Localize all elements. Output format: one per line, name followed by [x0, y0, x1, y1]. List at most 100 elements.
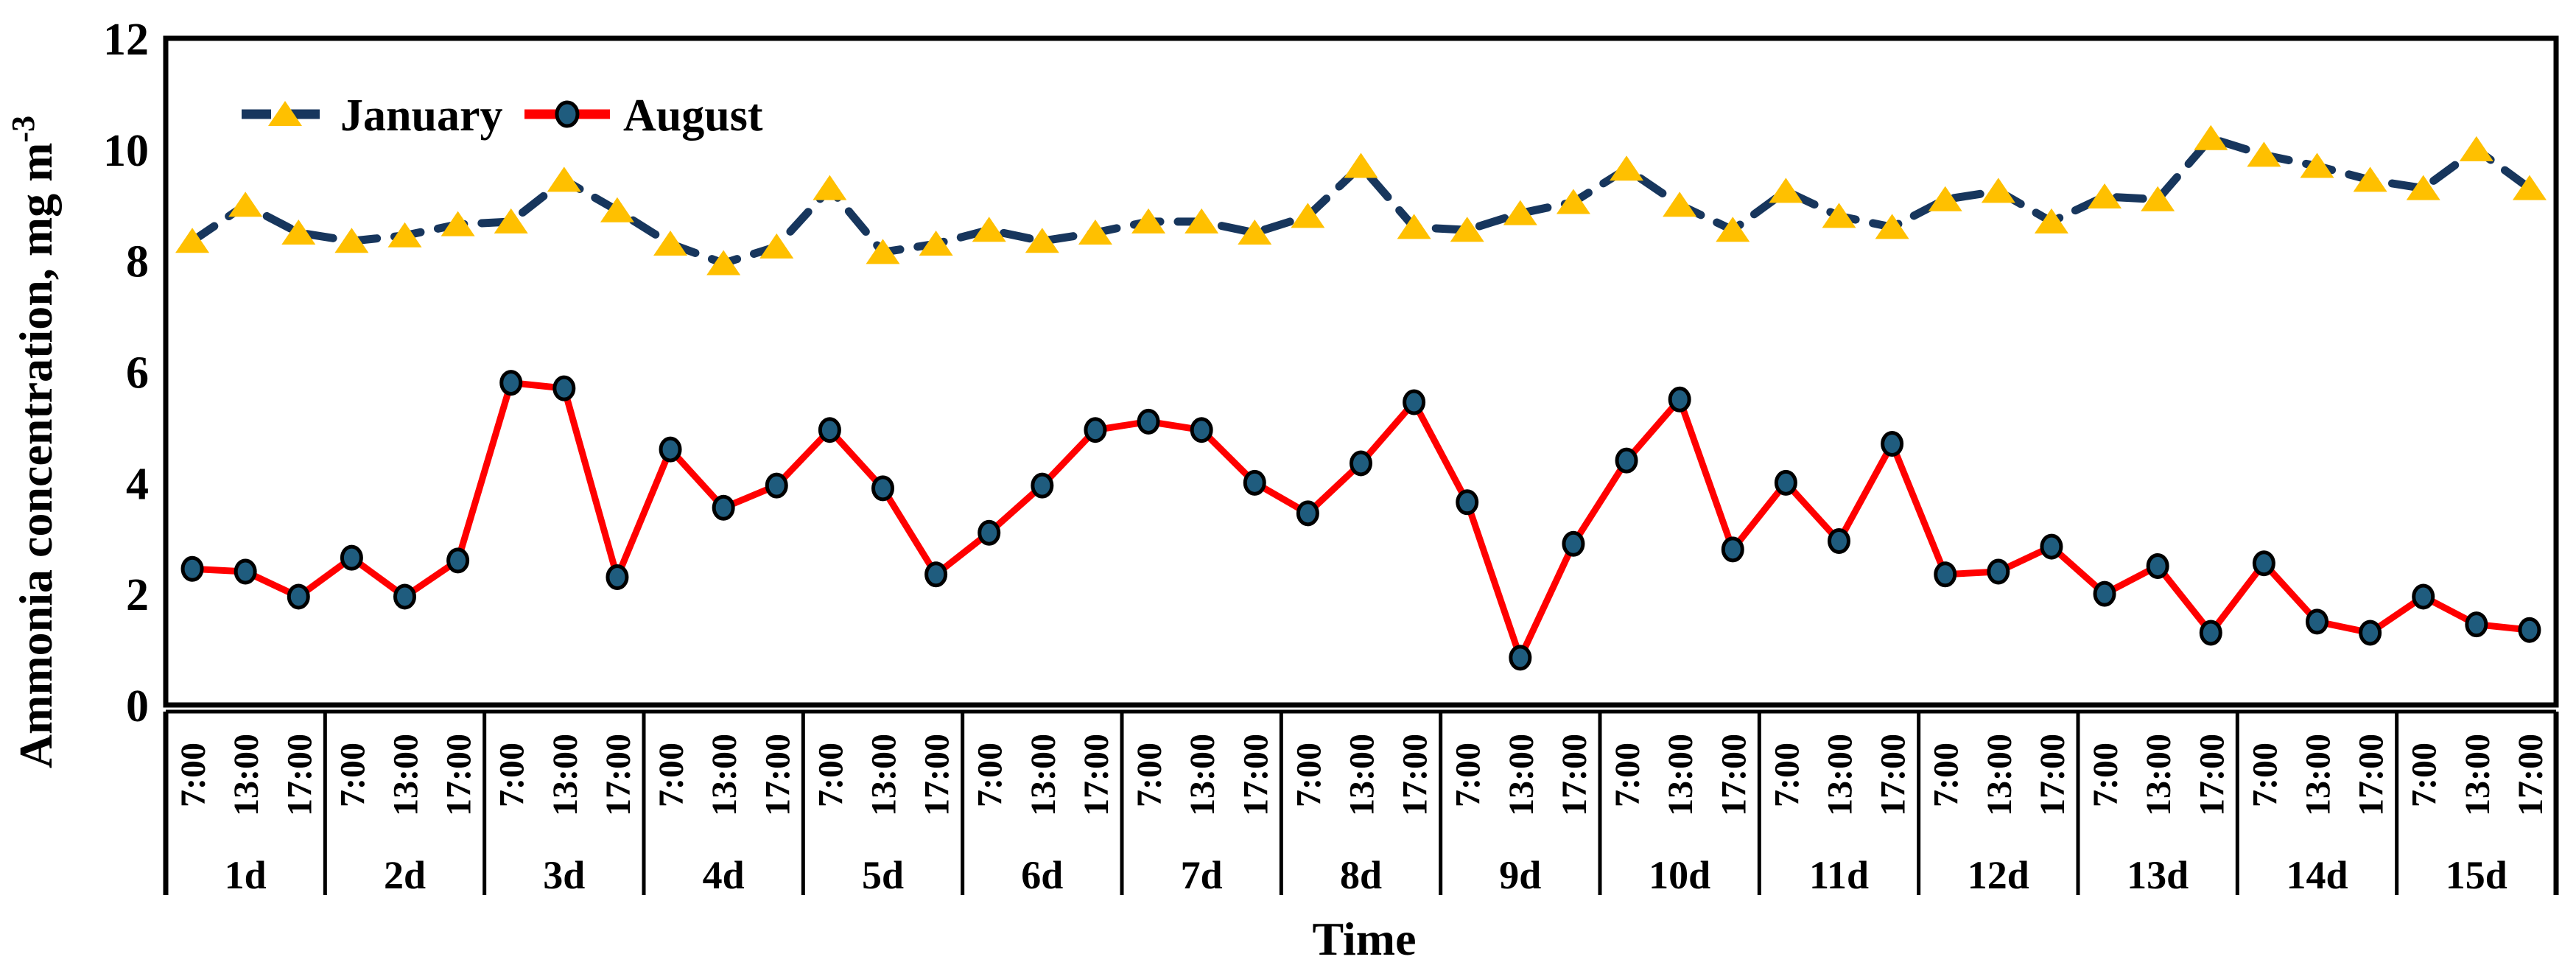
january-marker-triangle [2300, 152, 2334, 178]
january-marker-triangle [228, 192, 263, 217]
august-marker-circle [552, 375, 576, 401]
day-label: 11d [1809, 853, 1869, 897]
january-marker-triangle [2406, 175, 2440, 200]
time-tick-label: 7:00 [1130, 743, 1169, 807]
january-marker-triangle [813, 175, 847, 200]
day-label: 7d [1181, 853, 1223, 897]
time-tick-label: 13:00 [865, 734, 904, 816]
time-tick-label: 13:00 [1502, 734, 1541, 816]
january-marker-triangle [281, 219, 316, 245]
january-marker-triangle [1928, 186, 1962, 211]
time-tick-label: 13:00 [705, 734, 744, 816]
time-tick-label: 17:00 [1236, 734, 1275, 816]
august-marker-circle [340, 544, 363, 571]
january-marker-triangle [653, 231, 688, 256]
august-marker-circle [1350, 450, 1372, 477]
january-marker-triangle [1344, 152, 1378, 178]
time-tick-label: 17:00 [1077, 734, 1116, 816]
time-tick-label: 17:00 [280, 734, 319, 816]
january-marker-triangle [2088, 183, 2122, 208]
january-marker-triangle [600, 197, 634, 222]
august-marker-circle [2146, 552, 2169, 579]
time-tick-label: 13:00 [2458, 734, 2497, 816]
y-tick-label: 0 [126, 681, 149, 731]
january-marker-triangle [1503, 200, 1537, 225]
january-marker-triangle [2194, 124, 2228, 150]
january-marker-triangle [1769, 178, 1803, 203]
august-marker-circle [499, 370, 523, 396]
january-marker-triangle [334, 228, 369, 253]
day-label: 3d [543, 853, 585, 897]
january-marker-triangle [2353, 166, 2387, 192]
time-tick-label: 17:00 [440, 734, 479, 816]
time-tick-label: 7:00 [1767, 743, 1806, 807]
time-tick-label: 17:00 [2511, 734, 2550, 816]
y-tick-label: 4 [126, 459, 149, 509]
january-marker-triangle [1131, 208, 1166, 234]
august-marker-circle [1668, 386, 1691, 413]
time-tick-label: 13:00 [1183, 734, 1222, 816]
day-label: 1d [225, 853, 267, 897]
day-label: 5d [862, 853, 904, 897]
january-marker-triangle [1822, 203, 1856, 228]
august-marker-circle [1828, 528, 1850, 555]
january-marker-triangle [441, 211, 475, 236]
legend-august-circle-icon [555, 100, 580, 128]
day-label: 14d [2286, 853, 2348, 897]
time-tick-label: 7:00 [493, 743, 532, 807]
series-layer [175, 124, 2547, 671]
january-marker-triangle [2512, 175, 2547, 200]
august-marker-circle [2359, 620, 2382, 646]
day-label: 9d [1499, 853, 1541, 897]
time-tick-label: 7:00 [174, 743, 213, 807]
january-marker-triangle [1238, 219, 1272, 245]
august-marker-circle [1296, 500, 1319, 527]
august-line [189, 379, 2533, 662]
january-marker-triangle [866, 239, 900, 264]
time-tick-label: 7:00 [2245, 743, 2284, 807]
august-marker-circle [2518, 617, 2541, 643]
time-tick-label: 7:00 [2405, 743, 2444, 807]
time-tick-label: 17:00 [918, 734, 957, 816]
august-marker-circle [1084, 417, 1107, 443]
january-marker-triangle [972, 217, 1006, 242]
january-marker-triangle [1397, 214, 1431, 239]
day-label: 12d [1968, 853, 2029, 897]
time-tick-label: 17:00 [599, 734, 638, 816]
august-marker-circle [924, 561, 948, 588]
august-marker-circle [1190, 417, 1213, 443]
y-tick-label: 8 [126, 237, 149, 287]
time-tick-label: 13:00 [1980, 734, 2019, 816]
day-label: 6d [1021, 853, 1063, 897]
time-tick-label: 7:00 [1289, 743, 1328, 807]
time-tick-label: 17:00 [2033, 734, 2072, 816]
august-marker-circle [2465, 611, 2488, 638]
august-marker-circle [1987, 558, 2010, 585]
time-tick-label: 7:00 [1449, 743, 1488, 807]
august-marker-circle [606, 564, 629, 591]
august-marker-circle [2040, 533, 2063, 560]
january-marker-triangle [2034, 208, 2068, 234]
legend-august-label: August [623, 91, 763, 141]
time-tick-label: 13:00 [387, 734, 426, 816]
time-tick-label: 7:00 [1927, 743, 1966, 807]
august-marker-circle [1137, 408, 1160, 435]
august-marker-circle [659, 436, 682, 463]
august-marker-circle [1403, 389, 1426, 415]
time-tick-label: 17:00 [1714, 734, 1753, 816]
january-marker-triangle [706, 250, 741, 276]
august-marker-circle [1031, 472, 1054, 499]
august-marker-circle [1934, 561, 1957, 588]
time-tick-label: 13:00 [227, 734, 266, 816]
january-marker-triangle [1663, 192, 1697, 217]
january-marker-triangle [759, 233, 794, 259]
august-marker-circle [287, 583, 310, 610]
time-tick-label: 13:00 [1343, 734, 1382, 816]
august-marker-circle [1509, 645, 1532, 671]
y-tick-label: 10 [103, 126, 149, 176]
time-tick-label: 17:00 [2352, 734, 2391, 816]
august-marker-circle [180, 555, 204, 582]
january-marker-triangle [2141, 186, 2175, 211]
